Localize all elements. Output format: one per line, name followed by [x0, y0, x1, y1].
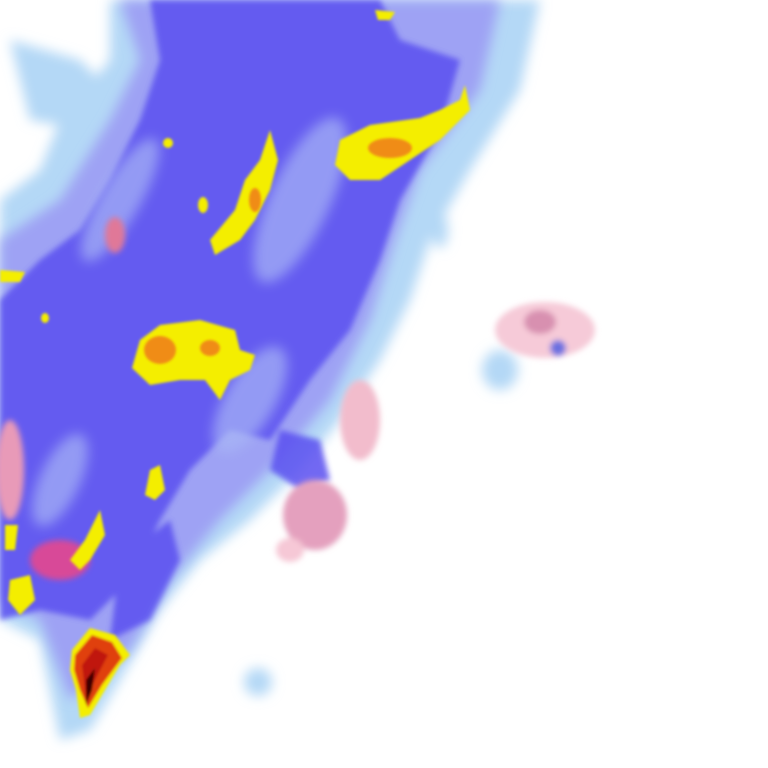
very-heavy-rain-cells [144, 138, 412, 364]
mixed-precipitation-area [0, 217, 595, 580]
light-streaks [32, 117, 347, 527]
intense-storm-cell [70, 628, 130, 718]
